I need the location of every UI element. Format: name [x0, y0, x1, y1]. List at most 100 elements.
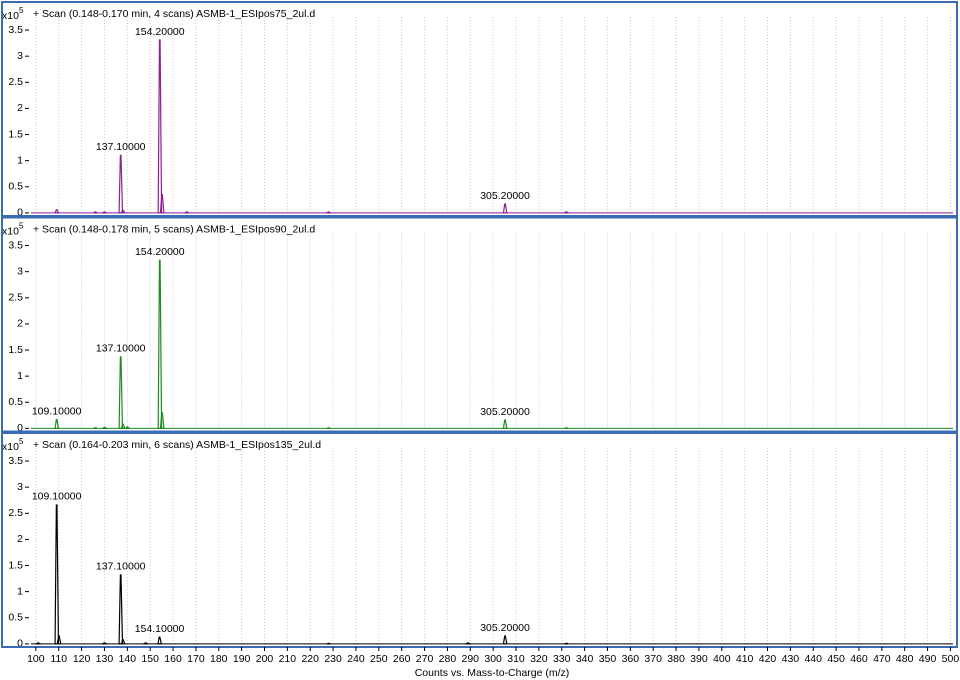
x-tick-label: 250 [370, 653, 388, 665]
y-tick-label: 3 [17, 50, 23, 62]
y-tick-label: 1 [17, 154, 23, 166]
y-tick-label: 2 [17, 102, 23, 114]
peak-label: 137.10000 [96, 141, 146, 153]
peak-label: 305.20000 [480, 190, 530, 202]
y-tick-label: 1.5 [8, 128, 23, 140]
x-tick-label: 410 [736, 653, 754, 665]
peak [502, 635, 508, 645]
peak [142, 642, 150, 645]
y-tick-label: 0 [17, 207, 23, 219]
peak [118, 154, 124, 214]
x-tick-label: 170 [187, 653, 205, 665]
x-tick-label: 390 [690, 653, 708, 665]
y-tick-label: 3.5 [8, 239, 23, 251]
y-tick-label: 2 [17, 533, 23, 545]
y-multiplier: x10 [2, 441, 19, 453]
x-tick-label: 430 [782, 653, 800, 665]
peak [325, 211, 333, 214]
peak-label: 154.20000 [135, 26, 185, 38]
y-tick-label: 2 [17, 318, 23, 330]
x-tick-label: 160 [164, 653, 182, 665]
peak [124, 426, 131, 429]
peak [34, 642, 42, 645]
peak-label: 305.20000 [480, 622, 530, 634]
peak [93, 427, 98, 429]
y-tick-label: 2.5 [8, 76, 23, 88]
peak-label: 137.10000 [96, 561, 146, 573]
x-tick-label: 100 [27, 653, 45, 665]
peak [101, 426, 109, 429]
x-tick-label: 450 [827, 653, 845, 665]
x-tick-label: 330 [553, 653, 571, 665]
x-tick-label: 360 [622, 653, 640, 665]
y-tick-label: 1.5 [8, 344, 23, 356]
peak [502, 419, 508, 429]
x-tick-label: 340 [576, 653, 594, 665]
x-tick-label: 370 [644, 653, 662, 665]
peak-label: 154.20000 [135, 246, 185, 258]
x-tick-label: 150 [141, 653, 159, 665]
peak [326, 427, 331, 429]
panel-frame [1, 432, 958, 648]
x-tick-label: 310 [507, 653, 525, 665]
x-tick-label: 220 [301, 653, 319, 665]
x-tick-label: 120 [73, 653, 91, 665]
x-tick-label: 210 [279, 653, 297, 665]
x-tick-label: 490 [919, 653, 937, 665]
x-tick-label: 460 [850, 653, 868, 665]
y-tick-label: 1 [17, 585, 23, 597]
y-multiplier: x10 [2, 10, 19, 22]
peak [118, 356, 124, 429]
peak [159, 193, 165, 214]
x-tick-label: 260 [393, 653, 411, 665]
y-tick-label: 3 [17, 481, 23, 493]
peak [101, 642, 109, 645]
peak [120, 423, 126, 429]
x-tick-label: 200 [256, 653, 274, 665]
y-tick-label: 2.5 [8, 507, 23, 519]
x-tick-label: 110 [50, 653, 67, 665]
peak [157, 39, 163, 214]
y-exponent: 5 [19, 222, 24, 231]
peak [464, 642, 472, 645]
peak [92, 211, 100, 214]
panel-title: + Scan (0.148-0.178 min, 5 scans) ASMB-1… [33, 223, 315, 235]
x-tick-label: 500 [942, 653, 960, 665]
peak [157, 259, 163, 429]
peak [101, 211, 109, 214]
y-tick-label: 2.5 [8, 292, 23, 304]
x-tick-label: 440 [804, 653, 822, 665]
x-tick-label: 230 [324, 653, 342, 665]
x-tick-label: 420 [759, 653, 777, 665]
peak [54, 209, 60, 214]
y-tick-label: 3 [17, 265, 23, 277]
peak [183, 211, 191, 214]
y-tick-label: 1 [17, 370, 23, 382]
peak [502, 203, 508, 214]
peak [326, 642, 331, 645]
x-tick-label: 380 [667, 653, 685, 665]
y-exponent: 5 [19, 437, 24, 446]
x-tick-label: 320 [530, 653, 548, 665]
x-tick-label: 140 [119, 653, 137, 665]
x-tick-label: 480 [896, 653, 914, 665]
x-tick-label: 180 [210, 653, 228, 665]
peak [118, 574, 124, 645]
x-tick-label: 130 [96, 653, 114, 665]
x-tick-label: 190 [233, 653, 251, 665]
x-tick-label: 470 [873, 653, 891, 665]
peak [157, 636, 163, 645]
peak [564, 427, 569, 429]
y-tick-label: 0.5 [8, 396, 23, 408]
panel-title: + Scan (0.164-0.203 min, 6 scans) ASMB-1… [33, 439, 321, 451]
y-tick-label: 0 [17, 422, 23, 434]
peak [159, 412, 165, 429]
panel-title: + Scan (0.148-0.170 min, 4 scans) ASMB-1… [33, 8, 315, 20]
peak-label: 154.10000 [135, 623, 185, 635]
y-tick-label: 3.5 [8, 455, 23, 467]
x-axis-label: Counts vs. Mass-to-Charge (m/z) [415, 667, 570, 679]
peak [564, 642, 569, 645]
y-tick-label: 0.5 [8, 612, 23, 624]
